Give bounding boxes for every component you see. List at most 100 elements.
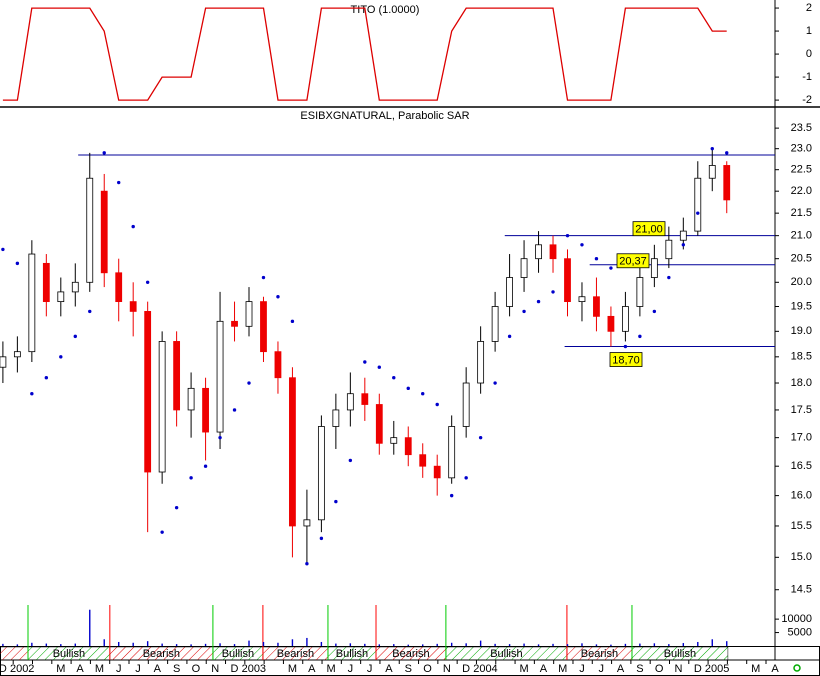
sar-dot [551, 290, 555, 294]
x-tick-label: S [405, 663, 412, 675]
volume-bar [320, 641, 323, 646]
x-tick-label: 2004 [473, 663, 497, 675]
x-tick-label: J [599, 663, 605, 675]
y-tick-label: 20.0 [791, 276, 812, 288]
sar-dot [493, 381, 497, 385]
volume-bar [711, 639, 713, 646]
y-tick-label: 22.0 [791, 185, 812, 197]
band-label: Bullish [336, 648, 368, 660]
x-tick-label: J [135, 663, 141, 675]
sar-dot [363, 360, 367, 364]
sar-dot [667, 275, 671, 280]
candle-body [86, 177, 94, 283]
volume-bar [219, 643, 221, 646]
volume-bar [697, 641, 699, 646]
volume-bar [233, 644, 236, 646]
volume-bar [465, 643, 467, 646]
candle-body [636, 277, 644, 307]
sar-dot [565, 233, 570, 238]
y-tick-label: 15.0 [791, 551, 812, 563]
sar-dot [334, 499, 338, 504]
x-tick-label: 2005 [705, 663, 729, 675]
sar-dot [73, 334, 77, 339]
sar-dot [464, 476, 468, 480]
status-icon [793, 664, 801, 672]
level-label: 21,00 [635, 224, 663, 236]
sar-dot [348, 458, 353, 463]
sar-dot [638, 334, 642, 339]
volume-bar [118, 641, 120, 646]
y-tick-label: 10000 [781, 613, 812, 625]
candle-body [361, 393, 369, 405]
sar-dot [174, 505, 179, 510]
volume-bar [682, 643, 685, 646]
y-tick-label: 15.5 [791, 520, 812, 532]
x-tick-label: M [751, 663, 760, 675]
volume-bar [204, 643, 207, 646]
candle-body [13, 351, 21, 358]
y-tick-label: 0 [806, 48, 812, 60]
volume-bar [262, 641, 265, 646]
volume-bar [508, 644, 511, 646]
candle-body [404, 437, 412, 456]
volume-bar [45, 643, 48, 646]
y-tick-label: -2 [802, 94, 812, 106]
candle-body [158, 341, 166, 473]
candle-body [491, 306, 499, 342]
sar-dot [580, 243, 584, 247]
candle-body [0, 356, 7, 368]
x-tick-label: D [0, 663, 7, 675]
sar-dot [710, 146, 714, 151]
band-label: Bearish [581, 648, 618, 660]
volume-bar [595, 644, 598, 646]
y-tick-label: 22.5 [791, 164, 812, 176]
candle-body [448, 426, 456, 479]
candle-body [71, 281, 79, 293]
x-tick-label: N [211, 663, 219, 675]
band-label: Bearish [277, 648, 314, 660]
sar-dot [102, 151, 106, 155]
candle-body [202, 387, 209, 433]
x-tick-label: A [540, 663, 548, 675]
x-tick-label: D [462, 663, 470, 675]
candle-body [245, 301, 253, 327]
volume-bar [537, 644, 540, 646]
x-tick-label: S [173, 663, 180, 675]
y-tick-label: 19.5 [791, 300, 812, 312]
level-label: 20,37 [619, 256, 647, 268]
candle-body [390, 437, 398, 444]
candle-body [723, 165, 731, 201]
candle-body [260, 301, 267, 353]
candle-body [303, 519, 311, 527]
sar-dot [435, 402, 439, 407]
signal-band [0, 646, 29, 661]
candle-body [520, 258, 528, 278]
y-tick-label: 19.0 [791, 325, 812, 337]
candle-body [42, 262, 50, 303]
sar-dot [609, 266, 613, 270]
volume-bar [378, 644, 380, 646]
y-tick-label: 18.0 [791, 377, 812, 389]
volume-bar [16, 644, 19, 646]
x-tick-label: A [76, 663, 84, 675]
sar-dot [319, 536, 324, 541]
volume-bar [624, 643, 627, 646]
volume-bar [175, 644, 178, 646]
candle-body [115, 272, 123, 303]
x-tick-label: 2002 [10, 663, 34, 675]
x-tick-label: N [675, 663, 683, 675]
sar-dot [681, 243, 686, 247]
volume-bar [726, 641, 728, 646]
sar-dot [305, 562, 309, 566]
sar-dot [696, 211, 700, 215]
x-tick-label: M [558, 663, 567, 675]
candle-body [274, 351, 282, 379]
sar-dot [88, 309, 92, 314]
sar-dot [44, 376, 49, 380]
volume-bar [552, 643, 554, 646]
sar-dot [117, 180, 121, 185]
sar-dot [507, 334, 512, 339]
candle-body [419, 454, 427, 467]
y-tick-label: 5000 [788, 626, 812, 638]
